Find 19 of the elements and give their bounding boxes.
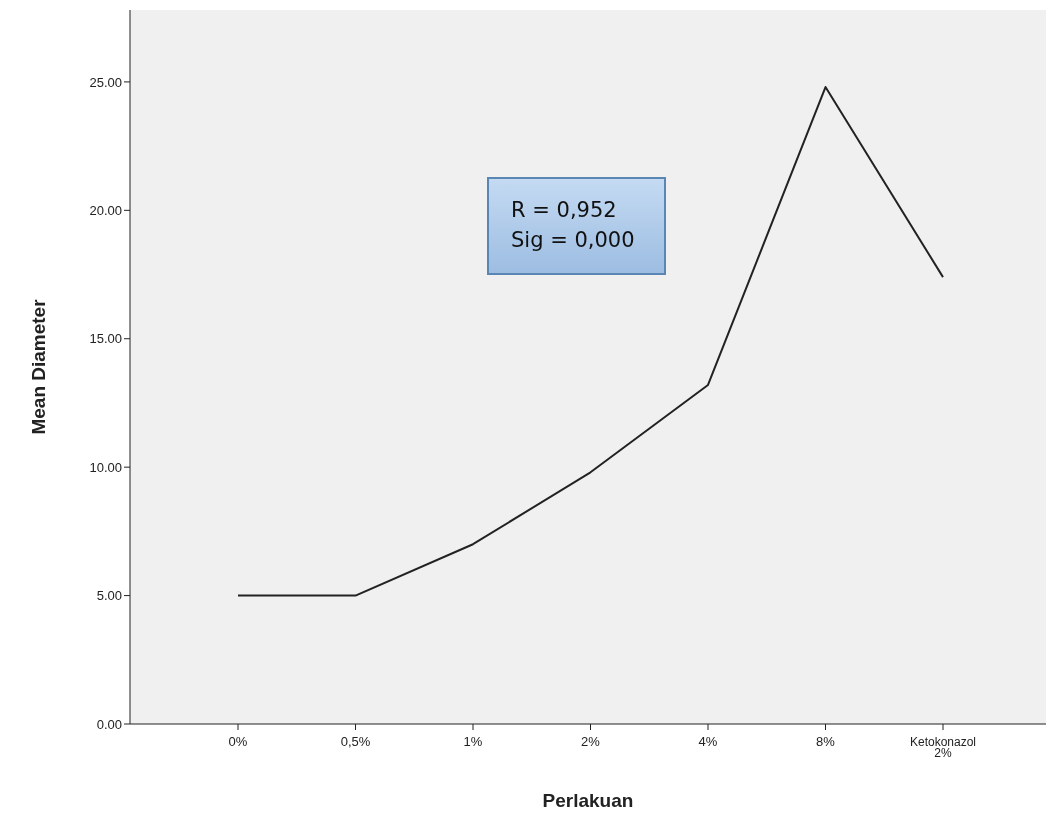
y-tick-label: 15.00 [89, 331, 122, 347]
y-tick-label: 25.00 [89, 74, 122, 90]
x-tick-label: 1% [463, 734, 483, 749]
annotation: Sig = 0,000 [511, 227, 636, 254]
y-tick-label: 20.00 [89, 202, 122, 218]
annotation: R = 0,952 [511, 197, 618, 224]
y-axis-title: Mean Diameter [27, 298, 49, 435]
y-tick-label: 5.00 [96, 588, 122, 604]
x-axis-title: Perlakuan [542, 790, 634, 811]
y-tick-label: 0.00 [96, 716, 122, 732]
x-tick-label: 2% [581, 734, 601, 749]
y-tick-label: 10.00 [89, 459, 122, 475]
x-tick-label: 8% [816, 734, 836, 749]
x-tick-label: 0,5% [340, 734, 371, 749]
x-tick-label: 4% [698, 734, 718, 749]
x-tick-label: 0% [228, 734, 248, 749]
text-box: R = 0,952 Sig = 0,000 [487, 177, 666, 275]
line-series [237, 86, 944, 597]
x-tick-label: Ketokonazol 2% [909, 735, 977, 760]
